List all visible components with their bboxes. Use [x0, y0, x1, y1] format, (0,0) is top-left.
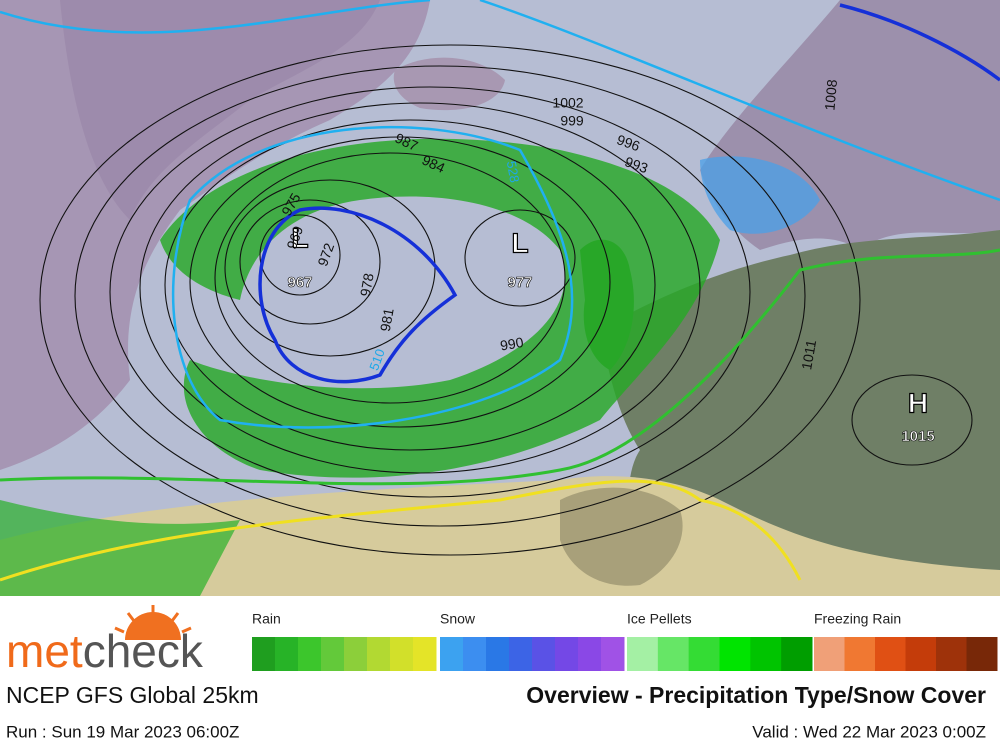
iceland [393, 57, 505, 111]
legend-swatch [298, 637, 322, 671]
legend-swatch [627, 637, 659, 671]
precip-band [160, 138, 720, 478]
legend-swatch [344, 637, 368, 671]
pressure-value: 977 [507, 274, 532, 291]
isobar-label: 993 [623, 153, 651, 176]
isobar-label: 1002 [552, 95, 583, 111]
legend-label: Ice Pellets [627, 611, 692, 627]
thickness-line [0, 479, 802, 582]
model: NCEP GFS Global 25km [6, 682, 259, 708]
sun-rays [114, 605, 192, 634]
legend-swatch [486, 637, 510, 671]
thickness-line [0, 0, 1000, 202]
pressure-value: 967 [287, 274, 312, 291]
legend-swatch [719, 637, 751, 671]
legend-label: Freezing Rain [814, 611, 901, 627]
legend-swatch [321, 637, 345, 671]
isobar-label: 972 [314, 241, 337, 269]
isobar-label: 969 [283, 224, 306, 252]
valid: Valid : Wed 22 Mar 2023 0:00Z [752, 722, 986, 741]
legend-label: Rain [252, 611, 281, 627]
legend-swatch [905, 637, 937, 671]
logo-sun [114, 605, 192, 640]
title: Overview - Precipitation Type/Snow Cover [526, 682, 986, 708]
legend-swatch [875, 637, 906, 671]
legend-swatch [844, 637, 876, 671]
iberia [560, 487, 683, 586]
legend-swatch [601, 637, 625, 671]
logo-part: met [6, 625, 83, 677]
logo-part: check [83, 625, 204, 677]
thickness-510 [258, 206, 458, 384]
legend-swatch [463, 637, 487, 671]
south-land [0, 476, 1000, 596]
isobar-label: 978 [357, 272, 377, 298]
isobar-label: 996 [615, 131, 643, 154]
legend: Rain Snow Ice Pellets Freezing Rain [252, 611, 998, 671]
legend-swatch [578, 637, 602, 671]
legend-swatch [688, 637, 720, 671]
isobar [164, 119, 656, 451]
isobar [139, 102, 701, 474]
isobar-label: 999 [560, 113, 584, 129]
pressure-symbol: L [511, 227, 528, 258]
legend-swatch [936, 637, 967, 671]
isobar [214, 152, 566, 404]
isobar [189, 136, 611, 428]
legend-swatch [814, 637, 845, 671]
legend-swatch [966, 637, 998, 671]
legend-swatch [781, 637, 813, 671]
legend-swatch [657, 637, 690, 671]
logo: metcheck [6, 625, 204, 677]
legend-swatch [532, 637, 556, 671]
thickness-line [0, 248, 1000, 486]
isobar [259, 214, 341, 296]
legend-swatch [440, 637, 464, 671]
isobar [39, 44, 861, 556]
legend-swatch [252, 637, 276, 671]
run: Run : Sun 19 Mar 2023 06:00Z [6, 722, 239, 741]
pressure-symbol: L [291, 222, 308, 253]
isobar-label: 1008 [821, 78, 840, 111]
map [0, 0, 1000, 596]
sun [125, 612, 181, 640]
thickness-label: 528 [504, 160, 523, 184]
isobar [464, 209, 576, 307]
isobars [39, 44, 973, 556]
isobar [851, 374, 973, 466]
isobar [109, 86, 751, 498]
snow-norway [700, 156, 820, 234]
isobar [74, 65, 806, 527]
legend-swatch [367, 637, 391, 671]
isobar-label: 1011 [798, 338, 819, 371]
legend-swatch [750, 637, 782, 671]
legend-swatch [509, 637, 533, 671]
legend-swatch [390, 637, 414, 671]
legend-swatch [413, 637, 437, 671]
pressure-symbol: H [908, 387, 928, 418]
isobar-label: 981 [377, 307, 397, 333]
legend-swatch [275, 637, 299, 671]
thickness-label: 510 [366, 347, 388, 373]
legend-label: Snow [440, 611, 476, 627]
isobar [239, 199, 381, 325]
isobar-label: 990 [499, 334, 525, 354]
thickness-528 [171, 125, 574, 429]
thickness-line [839, 3, 1000, 82]
pressure-value: 1015 [901, 428, 934, 445]
legend-swatch [555, 637, 579, 671]
